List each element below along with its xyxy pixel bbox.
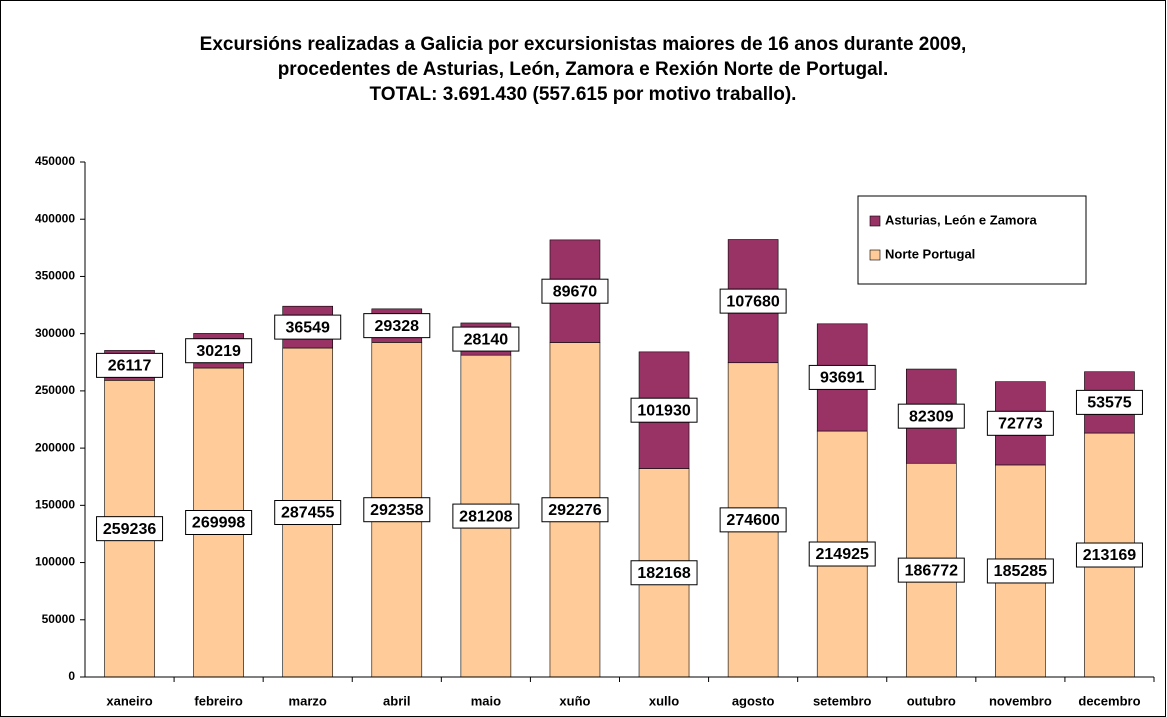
legend-swatch <box>869 249 881 261</box>
x-tick-label: marzo <box>289 693 327 708</box>
y-tick-label: 0 <box>68 669 75 683</box>
y-tick-label: 250000 <box>35 383 75 397</box>
data-label: 89670 <box>553 283 598 300</box>
data-label: 259236 <box>103 521 156 538</box>
data-label-box <box>452 326 520 352</box>
data-label-box <box>719 507 787 533</box>
data-label: 292358 <box>370 502 423 519</box>
data-label-box <box>185 510 253 536</box>
data-label: 292276 <box>548 502 601 519</box>
data-label-box <box>719 288 787 314</box>
data-label-box <box>274 500 342 526</box>
legend-label: Asturias, León e Zamora <box>885 212 1037 227</box>
data-label-box <box>808 541 876 567</box>
data-label: 93691 <box>820 370 865 387</box>
y-tick-label: 200000 <box>35 440 75 454</box>
data-label: 101930 <box>637 402 690 419</box>
data-label-box <box>808 364 876 390</box>
data-label-box <box>185 338 253 364</box>
x-tick-label: novembro <box>989 693 1052 708</box>
data-label-box <box>96 516 164 542</box>
x-tick-label: agosto <box>732 693 775 708</box>
data-label: 186772 <box>905 562 958 579</box>
legend-label: Norte Portugal <box>885 246 975 261</box>
data-label-box <box>897 557 965 583</box>
data-label: 72773 <box>998 416 1043 433</box>
data-label: 269998 <box>192 515 245 532</box>
x-tick-label: xullo <box>649 693 679 708</box>
data-label-box <box>1075 542 1143 568</box>
data-label-box <box>274 314 342 340</box>
data-label-box <box>452 503 520 529</box>
data-label-box <box>630 397 698 423</box>
data-label: 213169 <box>1083 547 1136 564</box>
data-label: 214925 <box>816 546 869 563</box>
data-label-box <box>541 497 609 523</box>
data-label-box <box>363 313 431 339</box>
data-label: 53575 <box>1087 395 1132 412</box>
data-label-box <box>96 352 164 378</box>
chart-title: procedentes de Asturias, León, Zamora e … <box>278 59 889 80</box>
data-label: 26117 <box>108 358 152 375</box>
data-label: 281208 <box>459 508 512 525</box>
data-label-box <box>897 403 965 429</box>
data-label: 287455 <box>281 505 334 522</box>
data-label-box <box>986 558 1054 584</box>
x-tick-label: maio <box>471 693 501 708</box>
y-tick-label: 350000 <box>35 269 75 283</box>
data-label: 182168 <box>637 565 690 582</box>
x-tick-label: setembro <box>813 693 872 708</box>
data-label: 28140 <box>464 331 509 348</box>
x-tick-label: xuño <box>559 693 590 708</box>
legend-box <box>857 195 1087 285</box>
y-tick-label: 100000 <box>35 555 75 569</box>
y-tick-label: 400000 <box>35 211 75 225</box>
data-label: 30219 <box>196 343 241 360</box>
data-label: 185285 <box>994 563 1047 580</box>
x-tick-label: outubro <box>907 693 956 708</box>
x-tick-label: febreiro <box>194 693 242 708</box>
data-label: 107680 <box>726 293 779 310</box>
y-tick-label: 450000 <box>35 154 75 168</box>
chart-title: Excursións realizadas a Galicia por excu… <box>200 34 967 55</box>
legend-swatch <box>869 215 881 227</box>
data-label-box <box>541 278 609 304</box>
data-label: 29328 <box>375 318 420 335</box>
x-tick-label: decembro <box>1078 693 1140 708</box>
data-label-box <box>363 497 431 523</box>
chart-title: TOTAL: 3.691.430 (557.615 por motivo tra… <box>370 84 797 105</box>
data-label: 82309 <box>909 408 954 425</box>
data-label: 274600 <box>726 512 779 529</box>
x-tick-label: abril <box>383 693 410 708</box>
data-label-box <box>986 410 1054 436</box>
data-label: 36549 <box>285 319 330 336</box>
y-tick-label: 150000 <box>35 498 75 512</box>
data-label-box <box>1075 389 1143 415</box>
y-tick-label: 300000 <box>35 326 75 340</box>
y-tick-label: 50000 <box>42 612 76 626</box>
x-tick-label: xaneiro <box>106 693 152 708</box>
data-label-box <box>630 560 698 586</box>
